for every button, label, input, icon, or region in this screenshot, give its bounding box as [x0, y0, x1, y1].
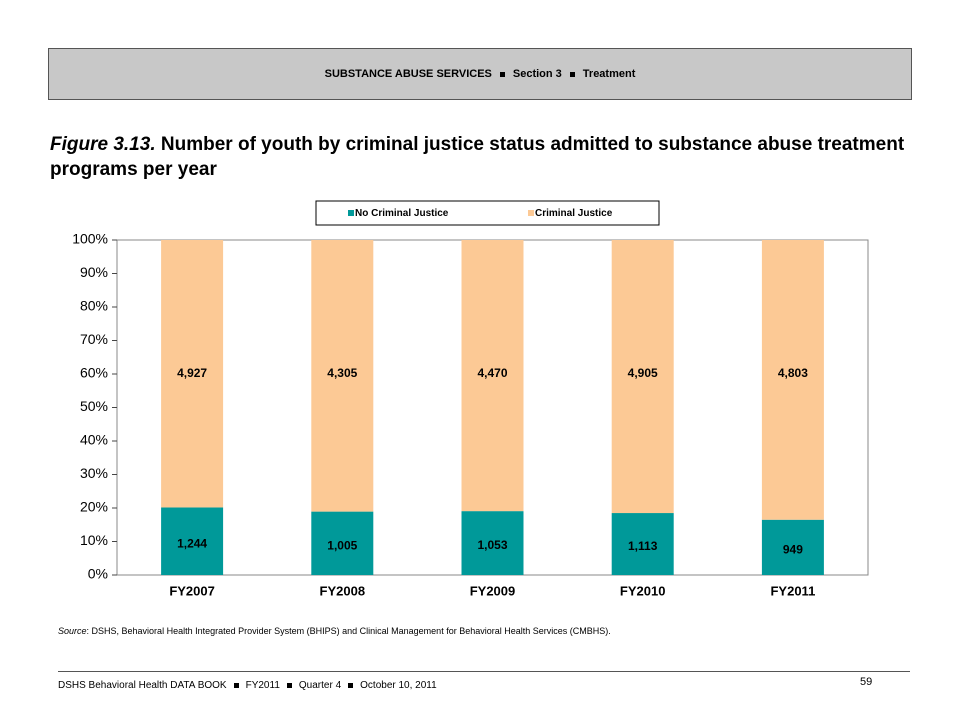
source-label: Source — [58, 626, 87, 636]
header: SUBSTANCE ABUSE SERVICES Section 3 Treatme… — [48, 48, 912, 100]
footer: DSHS Behavioral Health DATA BOOK FY2011 Qu… — [58, 680, 437, 691]
separator — [286, 683, 292, 688]
legend-swatch — [348, 210, 354, 216]
figure-text: Number of youth by criminal justice stat… — [50, 134, 905, 180]
bar-segment — [311, 511, 374, 575]
x-tick-label: FY2007 — [169, 583, 215, 598]
data-label: 1,005 — [327, 538, 357, 552]
x-tick-label: FY2010 — [620, 583, 666, 598]
page-number: 59 — [860, 676, 873, 688]
bar-segment — [161, 240, 224, 508]
x-tick-label: FY2009 — [470, 583, 516, 598]
text-part: Quarter 4 — [298, 680, 342, 691]
y-tick-label: 30% — [80, 465, 108, 481]
separator — [348, 683, 354, 688]
text-part: Treatment — [582, 68, 636, 80]
data-label: 1,053 — [477, 538, 507, 552]
legend — [315, 200, 660, 226]
data-label: 4,305 — [327, 366, 357, 380]
source-text: : DSHS, Behavioral Health Integrated Pro… — [86, 626, 611, 636]
bar-segment — [311, 240, 374, 512]
legend-label: Criminal Justice — [535, 208, 613, 219]
data-label: 4,905 — [628, 366, 658, 380]
data-label: 1,113 — [628, 539, 658, 553]
text-part: Section 3 — [512, 68, 562, 80]
data-label: 949 — [783, 543, 803, 557]
separator — [569, 71, 575, 77]
bar-segment — [611, 240, 674, 514]
data-label: 4,470 — [477, 366, 507, 380]
text-part: FY2011 — [245, 680, 280, 691]
y-tick-label: 40% — [80, 432, 108, 448]
bar-segment — [611, 513, 674, 575]
data-label: 4,927 — [177, 366, 207, 380]
separator — [233, 683, 239, 688]
figure-label: Figure 3.13. — [50, 134, 156, 155]
data-label: 1,244 — [177, 536, 207, 550]
text-part: DSHS Behavioral Health DATA BOOK — [58, 680, 227, 691]
bar-segment — [761, 519, 824, 575]
text-part: October 10, 2011 — [360, 680, 437, 691]
source: Source: DSHS, Behavioral Health Integrat… — [58, 626, 611, 636]
y-tick-label: 80% — [80, 298, 108, 314]
bar-segment — [161, 507, 224, 575]
separator — [499, 71, 505, 77]
text-part: SUBSTANCE ABUSE SERVICES — [324, 68, 492, 80]
y-tick-label: 20% — [80, 499, 108, 515]
data-label: 4,803 — [778, 366, 808, 380]
figure-title: Figure 3.13. Number of youth by criminal… — [50, 132, 910, 182]
bar-segment — [461, 240, 524, 512]
y-tick-label: 0% — [88, 566, 108, 582]
bar-segment — [461, 511, 524, 575]
y-tick-label: 50% — [80, 398, 108, 414]
y-tick-label: 10% — [80, 532, 108, 548]
x-tick-label: FY2008 — [320, 583, 366, 598]
legend-swatch — [528, 210, 534, 216]
x-tick-label: FY2011 — [770, 583, 815, 598]
y-tick-label: 70% — [80, 331, 108, 347]
chart: 0% 10% 20% 30% 40% 50% 60% 70% 80% 90% 100% No Crim… — [72, 200, 869, 598]
y-tick-label: 60% — [80, 365, 108, 381]
y-tick-label: 90% — [80, 264, 108, 280]
legend-label: No Criminal Justice — [355, 208, 449, 219]
y-tick-label: 100% — [72, 231, 108, 247]
footer-rule — [58, 671, 910, 672]
bar-segment — [761, 240, 824, 520]
